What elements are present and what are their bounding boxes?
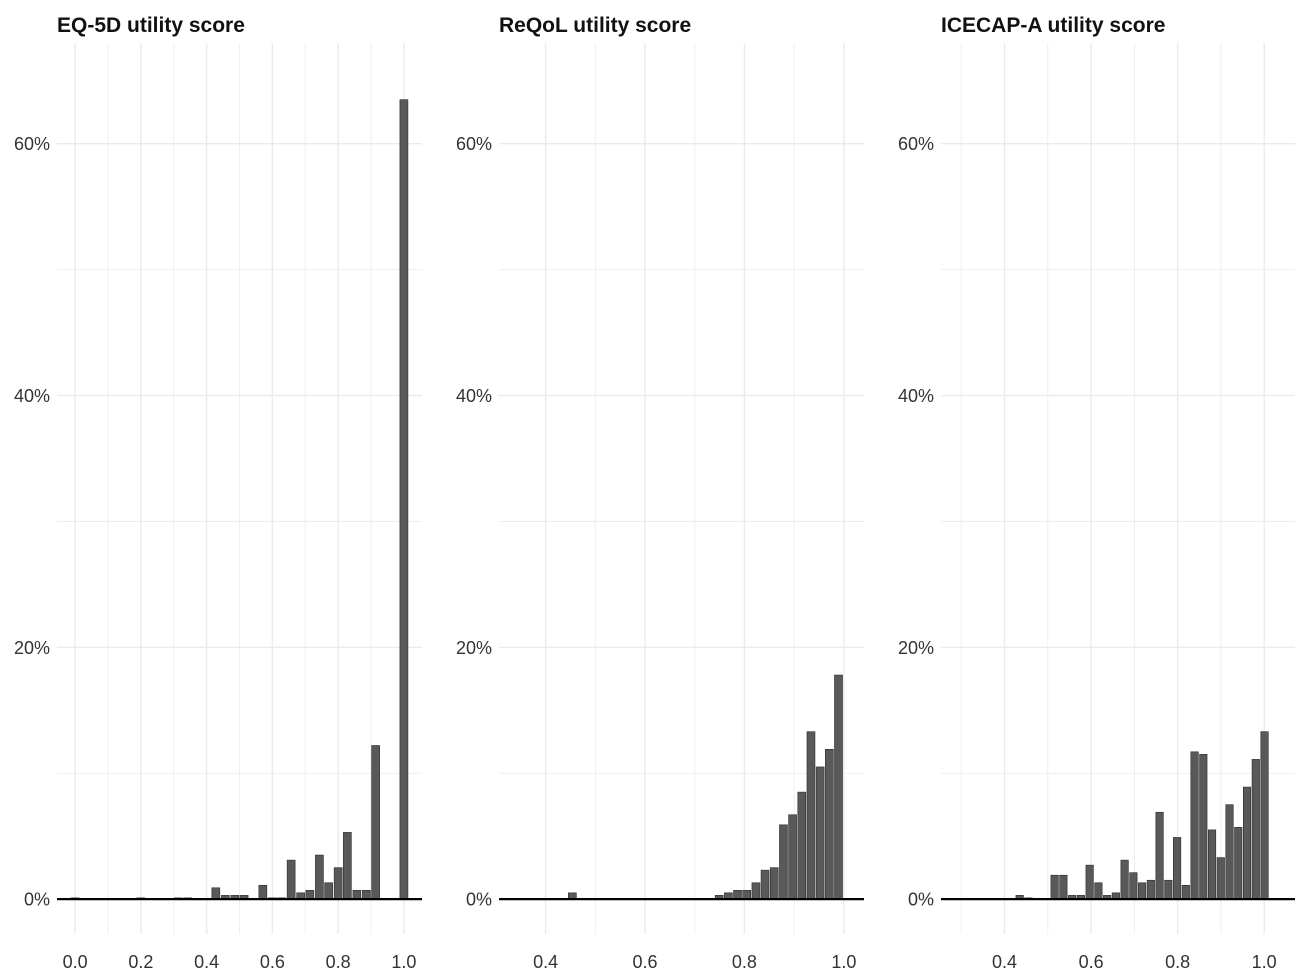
y-tick-label: 0% xyxy=(908,890,934,910)
bar xyxy=(362,890,371,900)
bar xyxy=(742,890,752,900)
x-tick-label: 0.4 xyxy=(194,952,219,969)
x-tick-label: 1.0 xyxy=(391,952,416,969)
y-tick-label: 20% xyxy=(456,638,492,658)
x-tick-label: 1.0 xyxy=(1252,952,1277,969)
bar xyxy=(1207,829,1217,900)
bar xyxy=(1155,811,1164,900)
bar xyxy=(343,832,352,900)
x-tick-label: 0.8 xyxy=(732,952,757,969)
y-tick-label: 0% xyxy=(24,890,50,910)
bar xyxy=(286,859,296,900)
x-tick-label: 0.4 xyxy=(533,952,558,969)
bar xyxy=(315,854,324,900)
bar xyxy=(733,890,742,900)
panel-title-reqol: ReQoL utility score xyxy=(499,14,691,37)
bar xyxy=(1146,879,1155,900)
bar xyxy=(211,887,221,900)
x-tick-label: 0.0 xyxy=(63,952,88,969)
bar xyxy=(399,99,409,900)
bar xyxy=(1138,882,1147,900)
bar xyxy=(1225,804,1234,900)
y-tick-label: 40% xyxy=(14,386,50,406)
bar xyxy=(1190,751,1199,900)
bar xyxy=(305,890,315,900)
bar xyxy=(1085,864,1094,900)
y-tick-label: 60% xyxy=(14,134,50,154)
bar xyxy=(788,814,797,900)
panel-icecap: ICECAP-A utility score 0.4 0.6 0.8 1.0 0% 20%… xyxy=(898,14,1295,969)
bar xyxy=(1251,759,1260,900)
x-tick-label: 1.0 xyxy=(831,952,856,969)
bar xyxy=(371,745,380,900)
y-tick-label: 40% xyxy=(456,386,492,406)
y-tick-label: 20% xyxy=(14,638,50,658)
bar xyxy=(1094,882,1103,900)
bar xyxy=(751,882,761,900)
x-tick-label: 0.8 xyxy=(1165,952,1190,969)
bar xyxy=(1164,879,1173,900)
y-tick-label: 60% xyxy=(898,134,934,154)
bar xyxy=(258,884,268,900)
bar xyxy=(1216,857,1225,900)
bar xyxy=(825,749,834,900)
panel-eq5d: EQ-5D utility score 0.0 0.2 0.4 0.6 0.8 1.0 0%… xyxy=(14,14,422,969)
bar xyxy=(834,674,843,900)
panel-title-eq5d: EQ-5D utility score xyxy=(57,14,245,37)
bar xyxy=(1050,874,1059,900)
bar xyxy=(760,869,770,900)
y-tick-label: 0% xyxy=(466,890,492,910)
bar xyxy=(1129,872,1138,900)
bar xyxy=(815,766,825,900)
y-tick-label: 20% xyxy=(898,638,934,658)
panel-title-icecap: ICECAP-A utility score xyxy=(941,14,1165,37)
bar xyxy=(352,890,362,900)
panel-reqol: ReQoL utility score 0.4 0.6 0.8 1.0 0% 20% 40%… xyxy=(456,14,864,969)
x-tick-label: 0.6 xyxy=(632,952,657,969)
x-tick-label: 0.6 xyxy=(260,952,285,969)
x-tick-label: 0.2 xyxy=(128,952,153,969)
bar xyxy=(779,824,788,900)
bar xyxy=(324,882,333,900)
bar xyxy=(1199,754,1208,900)
bar xyxy=(797,791,807,900)
y-tick-label: 60% xyxy=(456,134,492,154)
bar xyxy=(1234,827,1243,900)
bar xyxy=(1059,874,1068,900)
bar xyxy=(1181,884,1190,900)
x-tick-label: 0.4 xyxy=(992,952,1017,969)
bar xyxy=(769,867,779,900)
y-tick-label: 40% xyxy=(898,386,934,406)
x-tick-label: 0.6 xyxy=(1079,952,1104,969)
bar xyxy=(333,867,343,900)
bar xyxy=(1243,786,1252,900)
bar xyxy=(806,731,816,900)
x-tick-label: 0.8 xyxy=(326,952,351,969)
bar xyxy=(1173,837,1182,900)
bar xyxy=(1120,859,1129,900)
bar xyxy=(1260,731,1269,900)
